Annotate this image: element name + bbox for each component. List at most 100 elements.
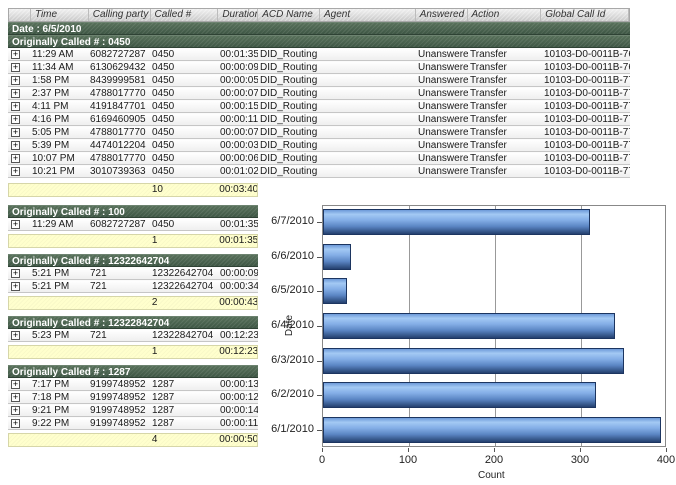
cell-time: 5:21 PM <box>32 281 70 292</box>
cell-answered: Unanswered <box>418 127 468 138</box>
column-header-agent[interactable]: Agent <box>320 9 416 21</box>
cell-called: 0450 <box>152 153 175 164</box>
expand-row-button plus-icon[interactable]: + <box>11 418 20 428</box>
cell-answered: Unanswered <box>418 166 468 177</box>
expand-row-button plus-icon[interactable]: + <box>11 114 20 124</box>
group-summary-row: 1 00:12:23 <box>8 345 258 359</box>
column-header-answered[interactable]: Answered <box>415 9 468 21</box>
cell-answered: Unanswered <box>418 101 468 112</box>
column-header-time[interactable]: Time <box>30 9 89 21</box>
summary-call-count: 1 <box>151 235 158 246</box>
bar-6-7-2010 <box>323 209 590 236</box>
expand-row-button plus-icon[interactable]: + <box>11 153 20 163</box>
summary-total-duration: 00:01:35 <box>219 235 257 246</box>
cell-calling-party: 8439999581 <box>90 75 146 86</box>
expand-row-button plus-icon[interactable]: + <box>11 219 20 229</box>
y-tick-label: 6/5/2010 <box>271 284 314 297</box>
cell-time: 9:22 PM <box>32 418 70 429</box>
expand-row-button plus-icon[interactable]: + <box>11 75 20 85</box>
cell-called: 0450 <box>152 219 175 230</box>
expand-row-button plus-icon[interactable]: + <box>11 127 20 137</box>
expand-row-button plus-icon[interactable]: + <box>11 166 20 176</box>
cell-action: Transfer <box>470 153 507 164</box>
x-axis-label: Count <box>478 470 505 481</box>
x-tick-label: 200 <box>484 454 504 466</box>
expand-row-button plus-icon[interactable]: + <box>11 392 20 402</box>
column-header-duration[interactable]: Duration <box>218 9 259 21</box>
table-row: +10:21 PM 3010739363 0450 00:01:02 DID_Routi… <box>8 165 630 178</box>
x-tick-mark <box>494 448 495 452</box>
cell-calling-party: 6169460905 <box>90 114 146 125</box>
cell-acd-name: DID_Routing <box>260 88 318 99</box>
cell-called: 1287 <box>152 418 175 429</box>
summary-spacer <box>9 346 150 358</box>
summary-total-duration: 00:03:40 <box>219 184 257 195</box>
table-row: +4:11 PM 4191847701 0450 00:00:15 DID_Routin… <box>8 100 630 113</box>
cell-agent <box>320 153 416 164</box>
x-tick-mark <box>322 448 323 452</box>
cell-agent <box>320 101 416 112</box>
cell-acd-name: DID_Routing <box>260 49 318 60</box>
calls-by-date-bar-chart: Date Count 6/7/2010 6/6/2010 6/5/2010 6/4/2… <box>271 200 675 483</box>
x-tick-mark <box>580 448 581 452</box>
group-section: Originally Called # : 12322842704 +5:23 P… <box>8 316 258 359</box>
y-tick-mark <box>317 256 322 258</box>
bar-6-3-2010 <box>323 347 624 374</box>
column-header-calling-party[interactable]: Calling party # <box>88 9 151 21</box>
expand-cell: + <box>8 153 30 164</box>
cell-action: Transfer <box>470 114 507 125</box>
cell-calling-party: 721 <box>90 330 107 341</box>
column-header-expand <box>9 9 31 21</box>
group-summary-row: 4 00:00:50 <box>8 433 258 447</box>
originally-called-group-header: Originally Called # : 0450 <box>8 35 630 48</box>
cell-answered: Unanswered <box>418 153 468 164</box>
cell-time: 4:11 PM <box>32 101 69 112</box>
expand-row-button plus-icon[interactable]: + <box>11 330 20 340</box>
column-header-action[interactable]: Action <box>467 9 542 21</box>
expand-row-button plus-icon[interactable]: + <box>11 281 20 291</box>
cell-duration: 00:00:09 <box>220 268 258 279</box>
cell-calling-party: 9199748952 <box>90 405 146 416</box>
cell-calling-party: 721 <box>90 268 107 279</box>
summary-total-duration: 00:00:50 <box>219 434 257 445</box>
expand-row-button plus-icon[interactable]: + <box>11 62 20 72</box>
cell-time: 9:21 PM <box>32 405 70 416</box>
cell-time: 11:29 AM <box>32 219 74 230</box>
expand-row-button plus-icon[interactable]: + <box>11 140 20 150</box>
expand-cell: + <box>8 49 30 60</box>
cell-duration: 00:00:07 <box>220 88 258 99</box>
column-header-acd-name[interactable]: ACD Name <box>258 9 320 21</box>
cell-duration: 00:01:02 <box>220 166 258 177</box>
group-summary-row: 10 00:03:40 <box>8 183 258 197</box>
cell-duration: 00:00:03 <box>220 140 258 151</box>
cell-action: Transfer <box>470 140 507 151</box>
cell-acd-name: DID_Routing <box>260 62 318 73</box>
expand-row-button plus-icon[interactable]: + <box>11 88 20 98</box>
y-tick-label: 6/1/2010 <box>271 422 314 435</box>
expand-row-button plus-icon[interactable]: + <box>11 405 20 415</box>
cell-time: 5:05 PM <box>32 127 70 138</box>
cell-calling-party: 4788017770 <box>90 153 146 164</box>
expand-cell: + <box>8 405 30 416</box>
expand-row-button plus-icon[interactable]: + <box>11 379 20 389</box>
x-tick-label: 100 <box>398 454 418 466</box>
table-row: +1:58 PM 8439999581 0450 00:00:05 DID_Routin… <box>8 74 630 87</box>
cell-agent <box>320 49 416 60</box>
expand-cell: + <box>8 101 30 112</box>
column-header-called[interactable]: Called # <box>150 9 219 21</box>
cell-global-call-id: 10103-D0-0011B-77E <box>544 153 630 164</box>
cell-calling-party: 3010739363 <box>90 166 146 177</box>
expand-row-button plus-icon[interactable]: + <box>11 268 20 278</box>
cell-called: 0450 <box>152 166 175 177</box>
cell-time: 7:18 PM <box>32 392 70 403</box>
table-row: +7:18 PM 9199748952 1287 00:00:12 <box>8 391 258 404</box>
expand-row-button plus-icon[interactable]: + <box>11 101 20 111</box>
cell-calling-party: 4474012204 <box>90 140 146 151</box>
cell-acd-name: DID_Routing <box>260 75 318 86</box>
cell-duration: 00:00:15 <box>220 101 258 112</box>
expand-cell: + <box>8 88 30 99</box>
cell-time: 11:29 AM <box>32 49 74 60</box>
column-header-global-call-id[interactable]: Global Call Id <box>541 9 629 21</box>
expand-row-button plus-icon[interactable]: + <box>11 49 20 59</box>
y-tick-mark <box>317 291 322 293</box>
